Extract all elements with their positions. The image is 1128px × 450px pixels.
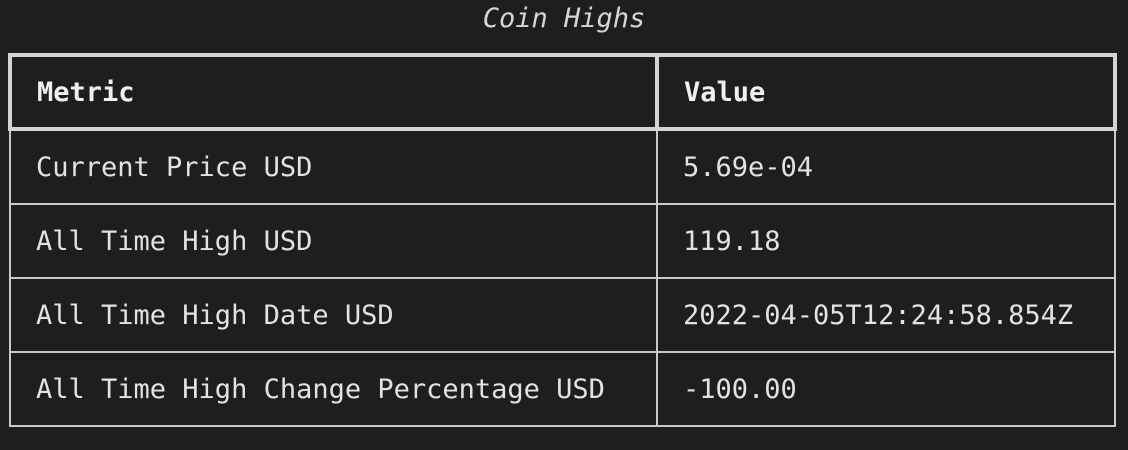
metric-cell: All Time High Date USD <box>9 277 658 353</box>
table-row: All Time High Change Percentage USD -100… <box>9 351 1116 427</box>
metric-cell: Current Price USD <box>9 128 658 205</box>
table-title: Coin Highs <box>482 3 646 34</box>
value-cell: 119.18 <box>656 203 1116 279</box>
value-cell: 2022-04-05T12:24:58.854Z <box>656 277 1116 353</box>
table-row: All Time High Date USD 2022-04-05T12:24:… <box>9 277 1116 353</box>
coin-highs-table: Metric Value Current Price USD 5.69e-04 … <box>8 53 1117 427</box>
table-row: Current Price USD 5.69e-04 <box>9 128 1116 205</box>
value-cell: 5.69e-04 <box>656 128 1116 205</box>
table-row: All Time High USD 119.18 <box>9 203 1116 279</box>
column-header-metric: Metric <box>8 53 659 131</box>
table-header-row: Metric Value <box>8 53 1117 131</box>
metric-cell: All Time High Change Percentage USD <box>9 351 658 427</box>
metric-cell: All Time High USD <box>9 203 658 279</box>
value-cell: -100.00 <box>656 351 1116 427</box>
column-header-value: Value <box>655 53 1117 131</box>
